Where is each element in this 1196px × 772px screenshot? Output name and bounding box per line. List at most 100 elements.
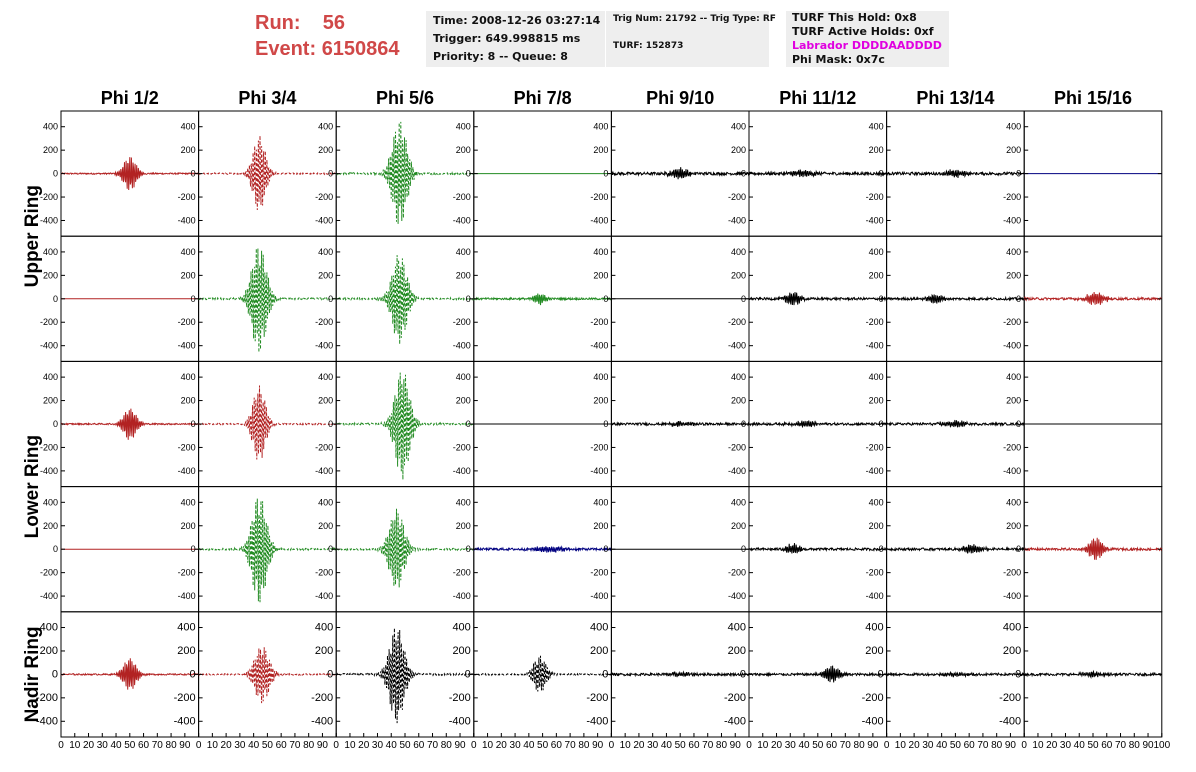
y-tick-label: 0 [741, 544, 746, 554]
y-tick-label: 200 [1006, 396, 1021, 406]
y-tick-label: 400 [43, 247, 58, 257]
x-tick-label: 70 [565, 740, 577, 751]
y-tick-label: 200 [43, 396, 58, 406]
x-tick-label: 10 [482, 740, 494, 751]
column-title: Phi 11/12 [779, 88, 856, 108]
x-tick-label: 80 [441, 740, 453, 751]
y-tick-label: 0 [879, 169, 884, 179]
y-tick-label: -200 [453, 568, 471, 578]
y-tick-label: -400 [590, 341, 608, 351]
y-tick-label: 0 [603, 294, 608, 304]
x-tick-label: 10 [757, 740, 769, 751]
y-tick-label: -200 [590, 442, 608, 452]
x-tick-label: 60 [964, 740, 976, 751]
y-tick-label: -200 [1003, 317, 1021, 327]
y-tick-label: -200 [40, 568, 58, 578]
x-tick-label: 100 [1153, 740, 1170, 751]
y-tick-label: 0 [741, 419, 746, 429]
y-tick-label: 0 [328, 544, 333, 554]
y-tick-label: -400 [453, 591, 471, 601]
time-info-box: Time: 2008-12-26 03:27:14 Trigger: 649.9… [426, 11, 605, 67]
y-tick-label: 200 [1006, 521, 1021, 531]
y-tick-label: -200 [453, 192, 471, 202]
waveform-trace [748, 420, 887, 428]
y-tick-label: 0 [1016, 294, 1021, 304]
x-tick-label: 70 [840, 740, 852, 751]
y-tick-label: 200 [315, 645, 333, 657]
y-tick-label: 200 [593, 145, 608, 155]
y-tick-label: -400 [315, 341, 333, 351]
y-tick-label: 0 [741, 294, 746, 304]
y-tick-label: 400 [456, 497, 471, 507]
y-tick-label: -200 [315, 442, 333, 452]
x-tick-label: 0 [58, 740, 64, 751]
y-tick-label: 400 [731, 247, 746, 257]
y-tick-label: -400 [862, 715, 884, 727]
y-tick-label: -200 [586, 692, 608, 704]
column-title: Phi 13/14 [916, 88, 994, 108]
y-tick-label: 400 [43, 497, 58, 507]
y-tick-label: 0 [879, 544, 884, 554]
y-tick-label: -200 [728, 192, 746, 202]
y-tick-label: 0 [1016, 169, 1021, 179]
y-tick-label: -200 [590, 568, 608, 578]
waveform-trace [610, 420, 750, 427]
y-tick-label: -400 [728, 591, 746, 601]
waveform-trace [198, 135, 337, 211]
y-tick-label: 200 [43, 145, 58, 155]
x-tick-label: 50 [1087, 740, 1099, 751]
x-tick-label: 0 [196, 740, 202, 751]
y-tick-label: 400 [318, 372, 333, 382]
waveform-trace [335, 372, 475, 480]
y-tick-label: 200 [456, 396, 471, 406]
column-title: Phi 15/16 [1054, 88, 1132, 108]
y-tick-label: 200 [456, 521, 471, 531]
x-tick-label: 40 [386, 740, 398, 751]
waveform-trace [610, 167, 750, 180]
y-tick-label: -200 [1003, 192, 1021, 202]
y-tick-label: -200 [315, 568, 333, 578]
waveform-trace [60, 157, 199, 191]
y-tick-label: 400 [452, 622, 470, 634]
x-tick-label: 80 [166, 740, 178, 751]
y-tick-label: -400 [1003, 215, 1021, 225]
y-tick-label: 200 [731, 145, 746, 155]
x-tick-label: 0 [1021, 740, 1027, 751]
x-tick-label: 90 [730, 740, 742, 751]
y-tick-label: 400 [181, 497, 196, 507]
y-tick-label: -200 [999, 692, 1021, 704]
y-tick-label: 400 [318, 247, 333, 257]
y-tick-label: -200 [311, 692, 333, 704]
y-tick-label: -400 [866, 215, 884, 225]
x-tick-label: 0 [884, 740, 890, 751]
y-tick-label: 400 [593, 372, 608, 382]
x-tick-label: 0 [471, 740, 477, 751]
y-tick-label: 400 [181, 247, 196, 257]
y-tick-label: 0 [328, 294, 333, 304]
x-tick-label: 20 [771, 740, 783, 751]
x-tick-label: 60 [276, 740, 288, 751]
x-tick-label: 0 [609, 740, 615, 751]
y-tick-label: -400 [724, 715, 746, 727]
trigger-text: Trigger: 649.998815 ms [433, 32, 581, 45]
y-tick-label: -200 [1003, 568, 1021, 578]
y-tick-label: 0 [53, 419, 58, 429]
y-tick-label: -400 [728, 466, 746, 476]
y-tick-label: 0 [741, 169, 746, 179]
x-tick-label: 20 [83, 740, 95, 751]
y-tick-label: -400 [315, 466, 333, 476]
y-tick-label: 0 [466, 544, 471, 554]
y-tick-label: 200 [590, 645, 608, 657]
y-tick-label: 400 [731, 122, 746, 132]
y-tick-label: 400 [1003, 622, 1021, 634]
y-tick-label: -200 [315, 192, 333, 202]
run-value: 56 [322, 12, 346, 34]
y-tick-label: 400 [177, 622, 195, 634]
waveform-trace [473, 655, 612, 692]
y-tick-label: 200 [40, 645, 58, 657]
x-tick-label: 60 [688, 740, 700, 751]
y-tick-label: -200 [866, 442, 884, 452]
y-tick-label: -400 [453, 466, 471, 476]
y-tick-label: 0 [877, 668, 883, 680]
y-tick-label: 200 [318, 145, 333, 155]
